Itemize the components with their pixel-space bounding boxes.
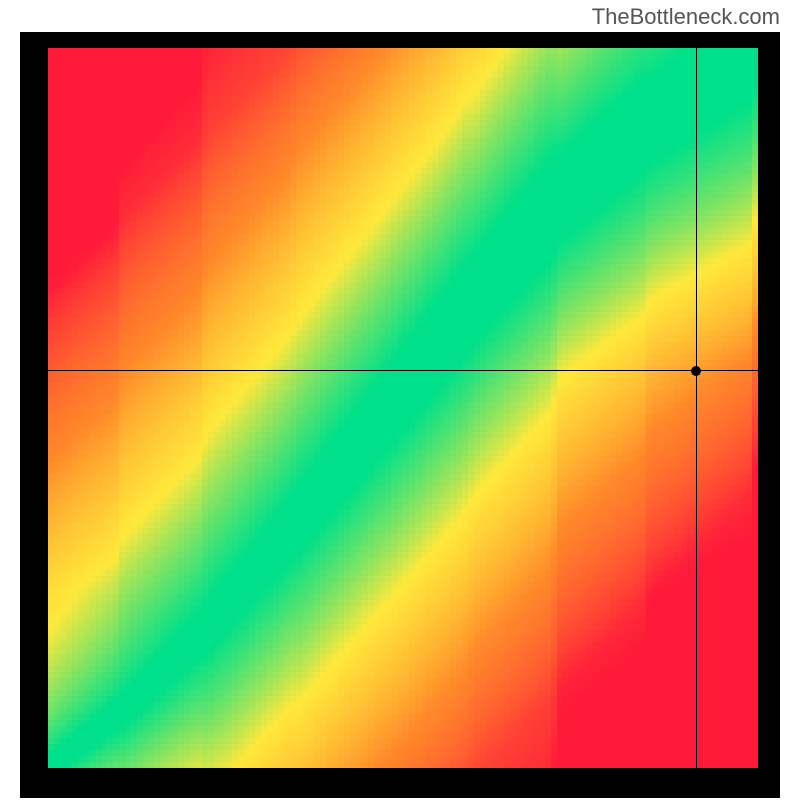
crosshair-vertical [696, 48, 697, 768]
watermark-text: TheBottleneck.com [592, 4, 780, 30]
heatmap-canvas [48, 48, 758, 768]
heatmap-region [48, 48, 758, 768]
figure-container: TheBottleneck.com [0, 0, 800, 800]
crosshair-marker [691, 366, 701, 376]
crosshair-horizontal [48, 370, 758, 371]
